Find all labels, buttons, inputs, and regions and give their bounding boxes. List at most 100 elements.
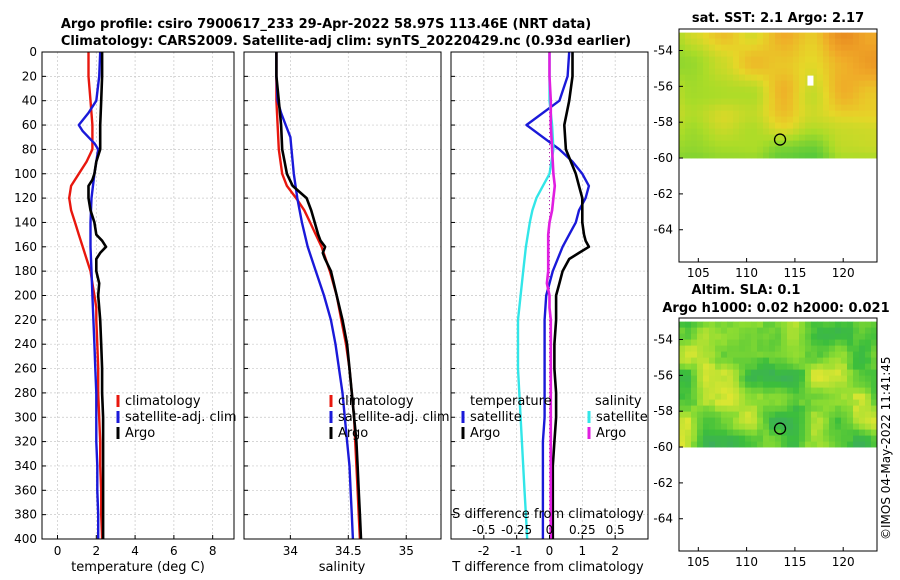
sst-cell [805, 110, 812, 117]
sst-cell [721, 122, 728, 129]
sla-cell [697, 351, 704, 358]
sla-cell [769, 327, 776, 334]
sla-cell [745, 441, 752, 448]
sla-cell [721, 417, 728, 424]
sst-cell [697, 62, 704, 69]
sst-cell [829, 32, 836, 39]
sst-cell [751, 80, 758, 87]
sla-cell [841, 357, 848, 364]
sla-cell [853, 375, 860, 382]
sla-cell [745, 387, 752, 394]
sla-cell [763, 327, 770, 334]
sla-cell [685, 327, 692, 334]
sla-cell [829, 393, 836, 400]
sst-cell [811, 134, 818, 141]
sst-cell [745, 98, 752, 105]
sst-cell [775, 92, 782, 99]
sla-cell [817, 333, 824, 340]
sla-cell [865, 369, 872, 376]
sst-cell [799, 146, 806, 153]
sst-cell [715, 134, 722, 141]
sla-cell [829, 363, 836, 370]
sla-cell [775, 411, 782, 418]
sst-cell [781, 116, 788, 123]
sst-cell [739, 110, 746, 117]
sst-cell [817, 140, 824, 147]
sla-cell [781, 321, 788, 328]
sst-cell [763, 86, 770, 93]
sst-cell [823, 68, 830, 75]
sst-cell [751, 32, 758, 39]
sla-cell [769, 441, 776, 448]
sla-cell [799, 387, 806, 394]
sst-cell [703, 62, 710, 69]
sla-cell [703, 339, 710, 346]
sla-cell [847, 387, 854, 394]
sst-cell [841, 98, 848, 105]
sst-cell [859, 56, 866, 63]
sla-cell [829, 387, 836, 394]
sst-cell [745, 146, 752, 153]
sla-cell [775, 387, 782, 394]
sst-cell [853, 80, 860, 87]
sla-cell [763, 411, 770, 418]
sst-cell [721, 44, 728, 51]
sla-cell [865, 423, 872, 430]
sla-cell [847, 399, 854, 406]
sla-cell [709, 345, 716, 352]
sst-cell [757, 32, 764, 39]
sla-cell [763, 435, 770, 442]
sst-cell [811, 86, 818, 93]
sst-cell [703, 86, 710, 93]
sst-cell [715, 50, 722, 57]
sla-cell [841, 321, 848, 328]
sla-cell [721, 381, 728, 388]
sst-map-frame [678, 28, 878, 263]
sst-cell [871, 50, 878, 57]
sla-cell [853, 435, 860, 442]
sla-cell [679, 357, 686, 364]
sst-cell [679, 128, 686, 135]
top-tick-label: 0 [546, 523, 554, 537]
sla-cell [805, 321, 812, 328]
sla-cell [817, 327, 824, 334]
difference-xlabel: T difference from climatology [451, 560, 644, 575]
sla-cell [739, 357, 746, 364]
sla-cell [787, 423, 794, 430]
sla-cell [679, 339, 686, 346]
sst-cell [799, 98, 806, 105]
sla-cell [835, 375, 842, 382]
sst-cell [709, 56, 716, 63]
sst-cell [817, 86, 824, 93]
sst-cell [709, 104, 716, 111]
sst-cell [679, 104, 686, 111]
sla-cell [811, 345, 818, 352]
sla-cell [745, 333, 752, 340]
sla-cell [799, 327, 806, 334]
sla-cell [829, 369, 836, 376]
sla-cell [685, 441, 692, 448]
sst-cell [715, 122, 722, 129]
sla-cell [799, 357, 806, 364]
sst-cell [721, 152, 728, 159]
map-x-tick-label: 120 [832, 266, 855, 280]
sla-cell [697, 333, 704, 340]
sla-cell [715, 351, 722, 358]
sst-cell [787, 44, 794, 51]
sla-cell [817, 405, 824, 412]
sla-map-title-line1: Altim. SLA: 0.1 [692, 283, 801, 298]
sst-cell [715, 98, 722, 105]
sla-cell [739, 393, 746, 400]
sla-cell [829, 417, 836, 424]
sla-cell [829, 399, 836, 406]
sst-cell [679, 122, 686, 129]
sst-cell [763, 152, 770, 159]
sst-cell [733, 152, 740, 159]
sst-cell [853, 56, 860, 63]
sla-cell [745, 381, 752, 388]
sst-cell [721, 50, 728, 57]
sla-cell [709, 423, 716, 430]
sst-cell [871, 38, 878, 45]
sst-cell [787, 152, 794, 159]
sla-cell [769, 423, 776, 430]
